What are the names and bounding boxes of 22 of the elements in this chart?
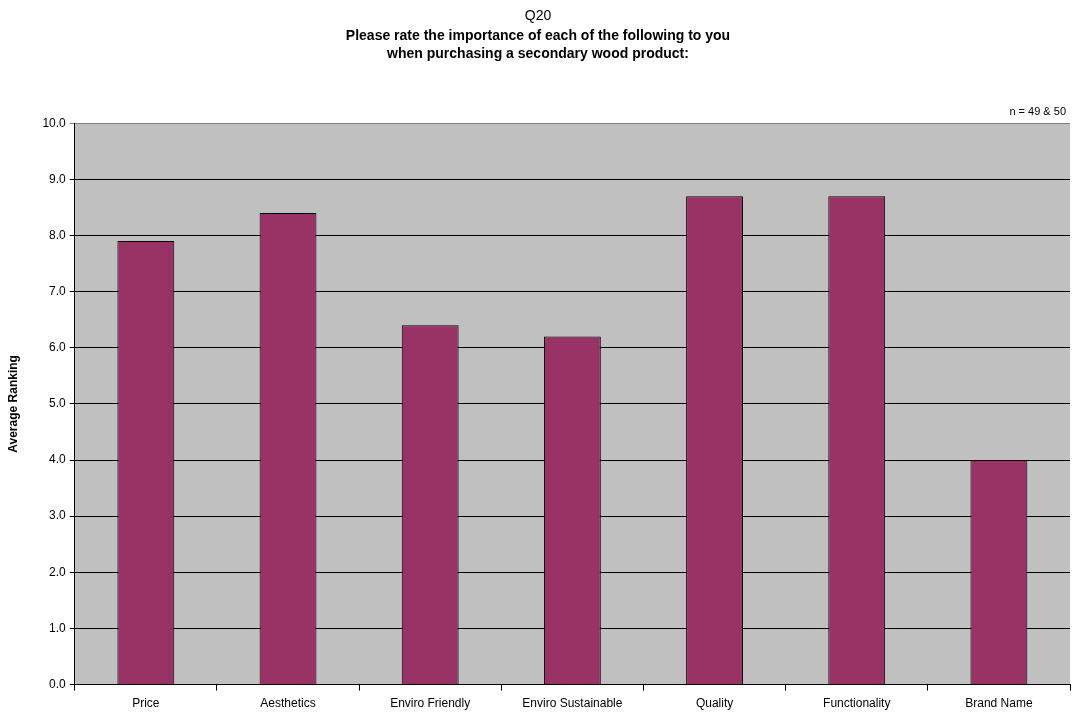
y-axis-title: Average Ranking bbox=[5, 355, 20, 453]
y-tick-label: 4.0 bbox=[49, 452, 67, 467]
y-tick-label: 10.0 bbox=[42, 115, 67, 130]
y-tick-label: 0.0 bbox=[49, 676, 67, 691]
x-tick-label: Enviro Sustainable bbox=[522, 696, 623, 711]
x-tick-label: Price bbox=[132, 696, 160, 711]
x-tick-label: Functionality bbox=[823, 696, 891, 711]
text: n = 49 & 50 bbox=[1009, 104, 1066, 117]
y-tick-label: 3.0 bbox=[49, 508, 67, 523]
y-tick-label: 2.0 bbox=[49, 564, 67, 579]
y-tick-label: 7.0 bbox=[49, 283, 67, 298]
y-tick-label: 1.0 bbox=[49, 620, 67, 635]
x-tick-label: Brand Name bbox=[965, 696, 1033, 711]
chart-title: Q20 bbox=[524, 7, 552, 24]
y-tick-label: 6.0 bbox=[49, 340, 67, 355]
chart-subtitle: Please rate the importance of each of the following to you when purchasing a secondary wood product: bbox=[345, 26, 731, 61]
y-tick-label: 8.0 bbox=[49, 227, 67, 242]
x-tick-label: Aesthetics bbox=[260, 696, 316, 711]
x-tick-label: Quality bbox=[695, 696, 734, 711]
x-tick-label: Enviro Friendly bbox=[390, 696, 471, 711]
y-tick-label: 9.0 bbox=[49, 171, 67, 186]
y-tick-label: 5.0 bbox=[49, 396, 67, 411]
